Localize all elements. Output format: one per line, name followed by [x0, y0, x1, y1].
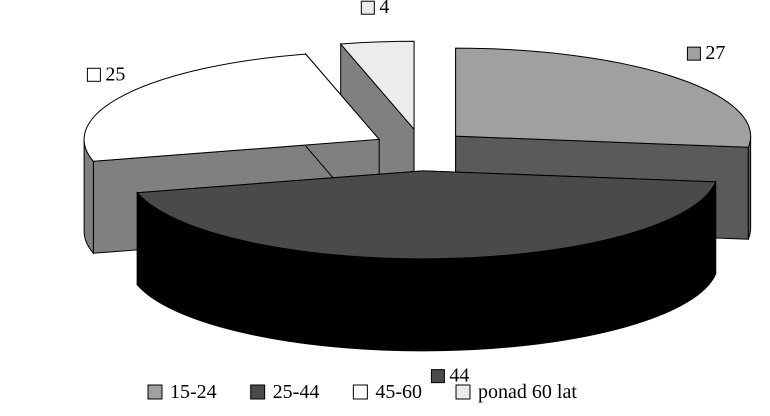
legend-item-ponad-60-lat: ponad 60 lat	[455, 381, 577, 403]
data-label-swatch	[430, 369, 445, 384]
data-label-swatch	[86, 67, 101, 82]
slices-layer	[83, 40, 752, 352]
slice-top-25-44	[136, 170, 717, 260]
legend-item-45-60: 45-60	[352, 381, 422, 403]
data-label-swatch	[686, 46, 701, 61]
legend-label: ponad 60 lat	[478, 381, 577, 403]
data-label-15-24: 27	[686, 42, 725, 64]
slice-rim	[747, 136, 752, 240]
legend-label: 25-44	[273, 381, 320, 403]
slice-top-45-60	[83, 53, 381, 162]
data-label-value: 27	[705, 42, 725, 64]
legend: 15-24 25-44 45-60 ponad 60 lat	[147, 381, 577, 403]
legend-swatch	[455, 384, 471, 400]
legend-swatch	[147, 384, 163, 400]
data-labels-layer: 27 44 25 4	[86, 0, 725, 387]
legend-item-25-44: 25-44	[250, 381, 320, 403]
slice-top-15-24	[455, 47, 752, 148]
data-label-value: 25	[105, 63, 125, 85]
data-label-ponad-60-lat: 4	[360, 0, 389, 18]
data-label-45-60: 25	[86, 63, 125, 85]
legend-swatch	[352, 384, 368, 400]
slice-25-44	[136, 170, 717, 352]
legend-item-15-24: 15-24	[147, 381, 217, 403]
data-label-value: 4	[379, 0, 389, 18]
data-label-25-44: 44	[430, 365, 469, 387]
slice-top-ponad-60-lat	[339, 40, 415, 131]
legend-swatch	[250, 384, 266, 400]
legend-label: 15-24	[170, 381, 217, 403]
data-label-swatch	[360, 0, 375, 15]
legend-label: 45-60	[375, 381, 422, 403]
data-label-value: 44	[449, 365, 469, 387]
